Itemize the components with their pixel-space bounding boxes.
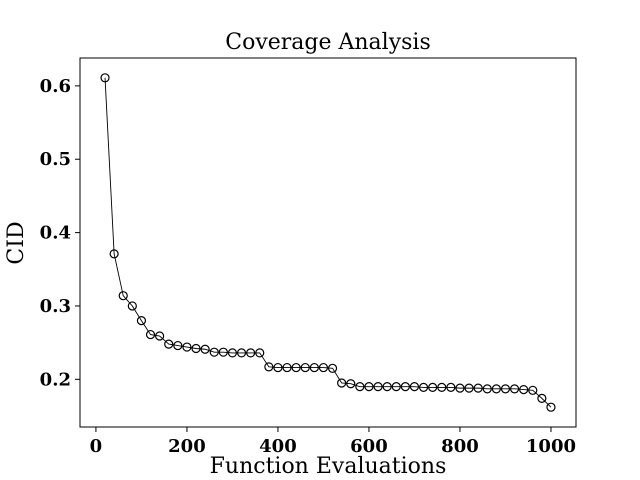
data-point — [236, 348, 247, 358]
data-point — [173, 340, 183, 351]
x-axis-label: Function Evaluations — [210, 454, 447, 479]
data-point — [273, 362, 283, 373]
plot-frame — [79, 57, 577, 428]
data-point — [382, 382, 392, 392]
x-tick-label: 800 — [441, 436, 479, 457]
series-line — [104, 77, 552, 408]
data-point — [191, 343, 201, 354]
data-point — [346, 379, 356, 389]
data-point — [391, 382, 401, 392]
data-point — [446, 382, 456, 392]
data-point — [118, 291, 128, 301]
data-point — [337, 378, 347, 388]
y-tick-label: 0.4 — [40, 223, 71, 244]
data-point — [355, 382, 365, 392]
data-point — [327, 363, 338, 373]
data-point — [428, 382, 438, 392]
data-point — [464, 383, 474, 393]
x-tick-label: 200 — [168, 436, 206, 457]
y-axis: 0.2 0.3 0.4 0.5 0.6 — [40, 76, 80, 390]
data-point — [309, 362, 319, 373]
data-point — [182, 342, 192, 352]
data-point — [100, 73, 110, 83]
chart-title: Coverage Analysis — [225, 30, 431, 55]
data-point — [455, 383, 465, 393]
series-markers — [100, 73, 556, 412]
data-point — [437, 382, 447, 392]
data-point — [528, 385, 538, 395]
y-tick-label: 0.3 — [40, 296, 71, 317]
data-point — [546, 402, 556, 412]
data-point — [509, 384, 520, 394]
data-point — [364, 382, 374, 392]
y-tick-label: 0.2 — [40, 369, 71, 390]
data-point — [164, 339, 174, 349]
data-point — [209, 347, 219, 357]
data-point — [155, 331, 165, 341]
data-point — [264, 362, 274, 372]
x-tick-label: 1000 — [526, 436, 576, 457]
data-point — [473, 383, 483, 393]
data-point — [127, 301, 137, 311]
data-point — [500, 384, 511, 394]
data-point — [255, 348, 265, 358]
data-point — [373, 382, 383, 392]
data-point — [519, 384, 529, 395]
data-point — [400, 382, 410, 392]
data-point — [537, 393, 547, 403]
data-point — [482, 384, 492, 394]
data-point — [318, 362, 329, 373]
data-point — [291, 362, 301, 373]
data-point — [227, 348, 238, 358]
data-point — [218, 347, 228, 357]
y-tick-label: 0.6 — [40, 76, 71, 97]
data-point — [246, 348, 256, 358]
x-tick-label: 400 — [259, 436, 297, 457]
data-point — [409, 382, 420, 392]
data-point — [282, 362, 292, 373]
data-point — [418, 382, 429, 392]
data-point — [300, 362, 310, 373]
y-tick-label: 0.5 — [40, 149, 71, 170]
data-point — [136, 316, 147, 326]
y-axis-label: CID — [4, 221, 29, 264]
data-point — [200, 344, 210, 354]
data-point — [145, 329, 156, 340]
x-tick-label: 600 — [350, 436, 388, 457]
x-tick-label: 0 — [90, 436, 103, 457]
data-point — [491, 384, 501, 394]
data-point — [109, 249, 119, 259]
x-axis: 0 200 400 600 800 1000 — [90, 427, 576, 457]
